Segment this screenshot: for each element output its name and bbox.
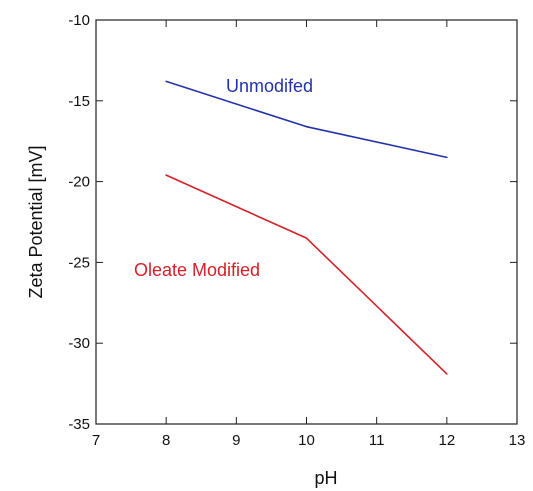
x-tick-label: 9: [232, 432, 240, 449]
x-tick-label: 13: [509, 432, 526, 449]
x-tick-label: 10: [298, 432, 315, 449]
x-tick-label: 8: [162, 432, 170, 449]
series-lines: [165, 80, 448, 375]
x-tick-label: 11: [369, 432, 385, 449]
x-axis-title: pH: [314, 468, 337, 488]
y-tick-label: -30: [68, 335, 90, 352]
y-tick-label: -20: [68, 174, 90, 191]
y-tick-label: -15: [68, 93, 90, 110]
series-line-oleate-modified: [165, 174, 448, 375]
axis-ticks: 7 8 9 10 11 12 13 -35 -30 -25 -20 -15 -10: [68, 12, 525, 449]
y-tick-label: -10: [68, 12, 90, 29]
series-label-unmodified: Unmodifed: [226, 76, 313, 96]
series-label-oleate-modified: Oleate Modified: [134, 260, 260, 280]
y-axis-title: Zeta Potential [mV]: [26, 145, 46, 298]
y-tick-label: -35: [68, 416, 90, 433]
x-tick-label: 12: [438, 432, 455, 449]
series-line-unmodified: [165, 80, 448, 159]
x-tick-label: 7: [92, 432, 100, 449]
y-tick-label: -25: [68, 254, 90, 271]
